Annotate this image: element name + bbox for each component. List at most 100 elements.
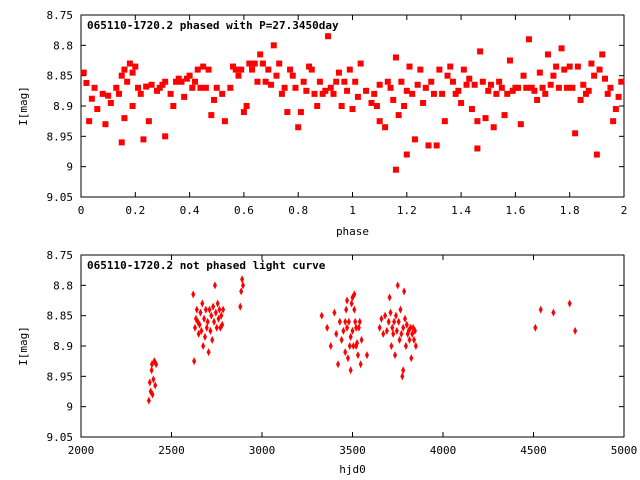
data-point — [129, 103, 136, 109]
x-tick-label: 5000 — [611, 444, 638, 457]
data-point — [447, 63, 454, 70]
data-point — [501, 112, 508, 119]
data-point — [118, 72, 125, 79]
data-point — [140, 136, 147, 143]
data-point — [356, 323, 361, 332]
data-point — [345, 354, 350, 363]
data-point — [610, 118, 617, 125]
data-point — [345, 323, 350, 332]
data-point — [455, 87, 462, 94]
data-point — [479, 78, 486, 85]
data-point — [498, 84, 505, 91]
data-point — [217, 305, 222, 314]
data-point — [162, 78, 169, 85]
data-point — [129, 69, 136, 76]
data-point — [409, 354, 414, 363]
data-point — [371, 90, 378, 97]
data-point — [389, 342, 394, 350]
y-tick-label: 9.05 — [47, 431, 74, 444]
data-point — [376, 81, 383, 88]
data-point — [379, 314, 384, 323]
data-point — [463, 81, 470, 88]
data-point — [116, 90, 123, 97]
data-point — [591, 72, 598, 79]
data-point — [573, 326, 578, 335]
data-point — [349, 299, 354, 308]
data-point — [558, 45, 565, 52]
data-point — [167, 90, 174, 97]
data-point — [555, 84, 562, 91]
data-point — [343, 317, 348, 326]
data-point — [102, 121, 109, 128]
x-tick-label: 1.8 — [560, 204, 580, 217]
data-point — [615, 93, 622, 100]
data-point — [143, 83, 150, 90]
data-point — [212, 281, 217, 290]
data-point — [574, 63, 581, 70]
data-point — [196, 329, 201, 338]
data-point — [333, 78, 340, 85]
data-point — [181, 93, 188, 100]
data-point — [384, 326, 389, 335]
data-point — [254, 78, 261, 85]
data-point — [173, 78, 180, 85]
data-point — [314, 103, 321, 109]
data-point — [219, 90, 226, 97]
data-point — [205, 66, 212, 73]
data-point — [458, 99, 465, 106]
data-point — [580, 81, 587, 88]
data-point — [278, 90, 285, 97]
data-point — [468, 106, 475, 113]
data-point — [232, 66, 239, 73]
data-point — [599, 51, 606, 58]
data-point — [311, 90, 318, 97]
data-point — [146, 396, 151, 405]
data-point — [404, 320, 409, 329]
data-point — [344, 87, 351, 94]
data-point — [354, 93, 361, 100]
data-point — [534, 96, 541, 103]
data-point — [354, 323, 359, 332]
data-point — [466, 75, 473, 82]
chart-title: 065110-1720.2 phased with P=27.3450day — [87, 19, 339, 32]
x-axis-ticks: 0 0.2 0.4 0.6 0.8 1 1.2 1.4 1.6 1.8 2 — [78, 15, 627, 217]
data-point — [220, 320, 225, 329]
data-point — [358, 360, 363, 369]
y-tick-label: 8.85 — [47, 310, 74, 323]
data-point — [330, 90, 337, 97]
data-point — [412, 335, 417, 344]
data-point — [137, 90, 144, 97]
data-point — [411, 136, 418, 143]
x-tick-label: 2000 — [68, 444, 95, 457]
data-point — [604, 90, 611, 97]
data-point — [357, 60, 364, 67]
data-point — [403, 151, 410, 158]
data-point — [350, 326, 355, 335]
data-point — [216, 314, 221, 323]
data-point — [399, 329, 404, 338]
data-point — [238, 302, 243, 311]
data-point — [408, 323, 413, 332]
data-point — [485, 87, 492, 94]
data-point — [566, 63, 573, 70]
data-point — [402, 287, 407, 296]
data-point — [618, 78, 625, 85]
x-tick-label: 1.2 — [397, 204, 417, 217]
data-point — [539, 84, 546, 91]
data-point — [346, 66, 353, 73]
data-point — [348, 332, 353, 341]
data-point — [150, 390, 155, 399]
data-point — [200, 299, 205, 308]
data-point — [192, 357, 197, 366]
data-point — [328, 342, 333, 350]
x-tick-label: 1.4 — [451, 204, 471, 217]
x-tick-label: 1.6 — [505, 204, 525, 217]
y-tick-label: 8.9 — [53, 100, 73, 113]
data-point — [403, 342, 408, 350]
data-point — [121, 66, 128, 73]
data-point — [265, 66, 272, 73]
data-point — [436, 66, 443, 73]
data-point — [471, 81, 478, 88]
data-point — [567, 299, 572, 308]
